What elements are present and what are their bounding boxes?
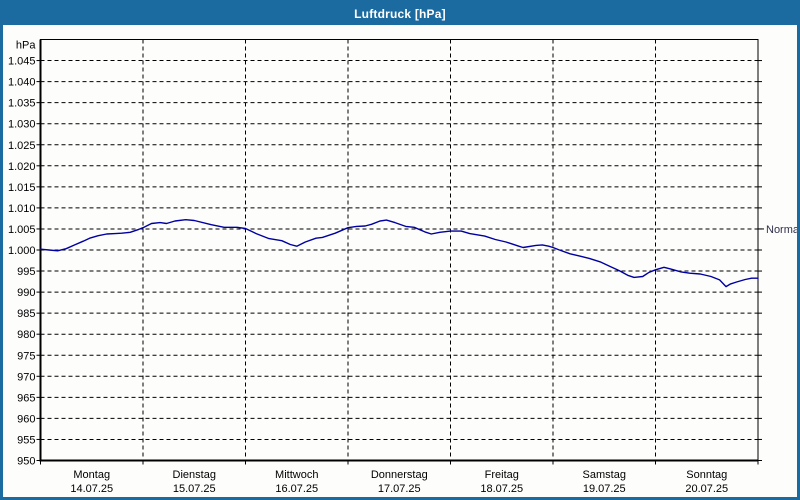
- x-day-label: Dienstag: [173, 469, 216, 481]
- x-day-label: Mittwoch: [275, 469, 318, 481]
- x-date-label: 14.07.25: [70, 483, 113, 495]
- x-day-label: Donnerstag: [371, 469, 428, 481]
- y-tick-label: 990: [17, 287, 35, 299]
- y-tick-label: 1.045: [8, 56, 36, 68]
- y-tick-label: 1.035: [8, 98, 36, 110]
- y-tick-label: 1.030: [8, 119, 36, 131]
- pressure-chart: 1.045 1.040 1.035 1.030 1.025 1.020 1.015 1.010…: [8, 39, 797, 495]
- y-tick-label: 955: [17, 434, 35, 446]
- y-tick-label: 975: [17, 350, 35, 362]
- y-axis-unit-label: hPa: [16, 40, 36, 52]
- y-tick-label: 995: [17, 266, 35, 278]
- x-date-label: 16.07.25: [275, 483, 318, 495]
- y-tick-label: 1.010: [8, 203, 36, 215]
- y-tick-label: 970: [17, 371, 35, 383]
- x-day-label: Samstag: [583, 469, 626, 481]
- title-bar[interactable]: Luftdruck [hPa]: [3, 3, 797, 25]
- y-tick-label: 980: [17, 329, 35, 341]
- x-date-label: 15.07.25: [173, 483, 216, 495]
- y-tick-label: 950: [17, 456, 35, 468]
- y-tick-label: 1.005: [8, 224, 36, 236]
- normal-label: Normal: [766, 224, 797, 236]
- y-tick-label: 1.040: [8, 77, 36, 89]
- x-day-label: Sonntag: [686, 469, 727, 481]
- y-tick-label: 960: [17, 413, 35, 425]
- y-tick-label: 1.020: [8, 161, 36, 173]
- y-tick-label: 965: [17, 392, 35, 404]
- x-day-label: Freitag: [485, 469, 519, 481]
- y-tick-label: 1.015: [8, 182, 36, 194]
- x-date-label: 18.07.25: [480, 483, 523, 495]
- x-day-label: Montag: [73, 469, 110, 481]
- y-tick-label: 985: [17, 308, 35, 320]
- x-date-label: 19.07.25: [583, 483, 626, 495]
- y-tick-label: 1.025: [8, 140, 36, 152]
- x-date-label: 20.07.25: [685, 483, 728, 495]
- pressure-line: [39, 218, 759, 288]
- y-tick-label: 1.000: [8, 245, 36, 257]
- x-date-label: 17.07.25: [378, 483, 421, 495]
- window-title: Luftdruck [hPa]: [354, 7, 446, 21]
